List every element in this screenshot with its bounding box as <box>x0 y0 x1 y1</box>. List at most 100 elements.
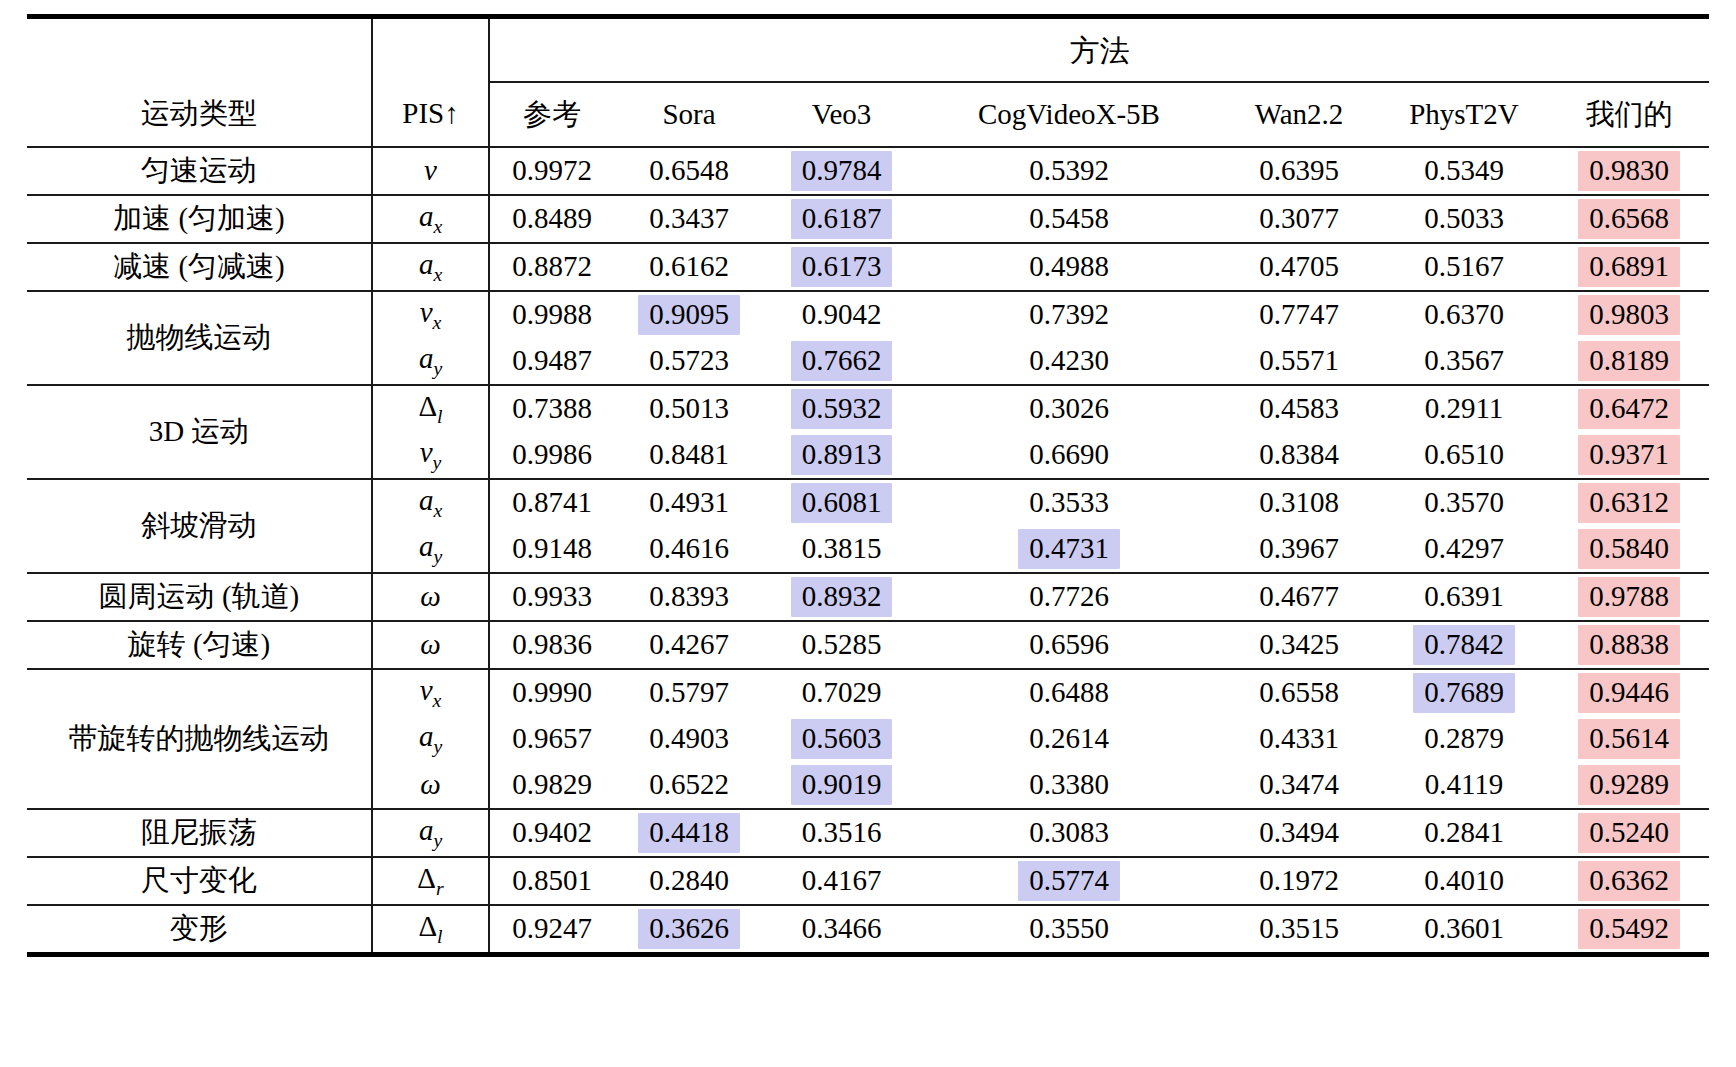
metric-value-cell: 0.6395 <box>1219 147 1379 195</box>
metric-subscript: x <box>433 215 442 237</box>
best-highlight: 0.8838 <box>1578 625 1680 665</box>
pis-metric-cell: ax <box>372 195 489 243</box>
pis-column-header: PIS↑ <box>372 82 489 147</box>
metric-value-cell: 0.6568 <box>1549 195 1709 243</box>
metric-value-cell: 0.7747 <box>1219 291 1379 338</box>
second-best-highlight: 0.6173 <box>791 247 893 287</box>
metric-value-cell: 0.8189 <box>1549 338 1709 385</box>
metric-symbol: Δ <box>418 910 437 942</box>
metric-value-cell: 0.8872 <box>489 243 614 291</box>
motion-type-group: 圆周运动 (轨道)ω0.99330.83930.89320.77260.4677… <box>27 573 1709 621</box>
metric-value-cell: 0.2879 <box>1379 716 1549 762</box>
motion-type-group: 旋转 (匀速)ω0.98360.42670.52850.65960.34250.… <box>27 621 1709 669</box>
pis-metric-cell: vy <box>372 432 489 479</box>
method-column-header-cogvideox: CogVideoX-5B <box>919 82 1219 147</box>
metric-value-cell: 0.4903 <box>614 716 764 762</box>
best-highlight: 0.9803 <box>1578 295 1680 335</box>
second-best-highlight: 0.6187 <box>791 199 893 239</box>
second-best-highlight: 0.5774 <box>1018 861 1120 901</box>
metric-value-cell: 0.6391 <box>1379 573 1549 621</box>
metric-symbol: ω <box>420 768 440 800</box>
table-row: 阻尼振荡ay0.94020.44180.35160.30830.34940.28… <box>27 809 1709 857</box>
motion-type-group: 减速 (匀减速)ax0.88720.61620.61730.49880.4705… <box>27 243 1709 291</box>
pis-metric-cell: ω <box>372 621 489 669</box>
metric-value-cell: 0.7662 <box>764 338 919 385</box>
metric-symbol: a <box>419 200 434 232</box>
metric-value-cell: 0.8838 <box>1549 621 1709 669</box>
metric-value-cell: 0.9803 <box>1549 291 1709 338</box>
metric-value-cell: 0.9042 <box>764 291 919 338</box>
metric-value-cell: 0.6558 <box>1219 669 1379 716</box>
second-best-highlight: 0.8913 <box>791 435 893 475</box>
metric-value-cell: 0.4731 <box>919 526 1219 573</box>
pis-metric-cell: ay <box>372 338 489 385</box>
metric-value-cell: 0.4230 <box>919 338 1219 385</box>
best-highlight: 0.6362 <box>1578 861 1680 901</box>
metric-value-cell: 0.5797 <box>614 669 764 716</box>
metric-value-cell: 0.7029 <box>764 669 919 716</box>
metric-value-cell: 0.8741 <box>489 479 614 526</box>
best-highlight: 0.9830 <box>1578 151 1680 191</box>
second-best-highlight: 0.5603 <box>791 719 893 759</box>
metric-value-cell: 0.3108 <box>1219 479 1379 526</box>
metric-value-cell: 0.6173 <box>764 243 919 291</box>
method-column-header-sora: Sora <box>614 82 764 147</box>
best-highlight: 0.9371 <box>1578 435 1680 475</box>
metric-subscript: x <box>433 499 442 521</box>
header-spacer-motion <box>27 17 372 83</box>
metric-value-cell: 0.9095 <box>614 291 764 338</box>
metric-value-cell: 0.3533 <box>919 479 1219 526</box>
methods-group-header: 方法 <box>489 17 1709 83</box>
motion-type-cell: 抛物线运动 <box>27 291 372 385</box>
second-best-highlight: 0.8932 <box>791 577 893 617</box>
motion-type-cell: 3D 运动 <box>27 385 372 479</box>
metric-value-cell: 0.8489 <box>489 195 614 243</box>
metric-value-cell: 0.5349 <box>1379 147 1549 195</box>
table-row: 匀速运动v0.99720.65480.97840.53920.63950.534… <box>27 147 1709 195</box>
second-best-highlight: 0.4418 <box>638 813 740 853</box>
second-best-highlight: 0.7689 <box>1413 673 1515 713</box>
motion-type-group: 变形Δl0.92470.36260.34660.35500.35150.3601… <box>27 905 1709 955</box>
pis-metric-cell: Δl <box>372 905 489 955</box>
pis-metric-cell: ω <box>372 573 489 621</box>
metric-value-cell: 0.7392 <box>919 291 1219 338</box>
second-best-highlight: 0.7662 <box>791 341 893 381</box>
metric-value-cell: 0.9446 <box>1549 669 1709 716</box>
best-highlight: 0.9289 <box>1578 765 1680 805</box>
metric-value-cell: 0.9830 <box>1549 147 1709 195</box>
metric-value-cell: 0.8384 <box>1219 432 1379 479</box>
metric-value-cell: 0.3474 <box>1219 762 1379 809</box>
metric-symbol: v <box>424 154 437 186</box>
table-row: 尺寸变化Δr0.85010.28400.41670.57740.19720.40… <box>27 857 1709 905</box>
metric-value-cell: 0.9972 <box>489 147 614 195</box>
metric-value-cell: 0.9402 <box>489 809 614 857</box>
metric-value-cell: 0.8393 <box>614 573 764 621</box>
pis-metric-cell: ay <box>372 716 489 762</box>
metric-value-cell: 0.6162 <box>614 243 764 291</box>
metric-value-cell: 0.9988 <box>489 291 614 338</box>
table-row: 加速 (匀加速)ax0.84890.34370.61870.54580.3077… <box>27 195 1709 243</box>
metric-value-cell: 0.1972 <box>1219 857 1379 905</box>
method-column-header-reference: 参考 <box>489 82 614 147</box>
metric-value-cell: 0.3515 <box>1219 905 1379 955</box>
metric-value-cell: 0.4167 <box>764 857 919 905</box>
motion-type-column-header: 运动类型 <box>27 82 372 147</box>
metric-value-cell: 0.6081 <box>764 479 919 526</box>
metric-value-cell: 0.8932 <box>764 573 919 621</box>
metric-value-cell: 0.8481 <box>614 432 764 479</box>
metric-value-cell: 0.3815 <box>764 526 919 573</box>
metric-value-cell: 0.2841 <box>1379 809 1549 857</box>
motion-type-cell: 匀速运动 <box>27 147 372 195</box>
best-highlight: 0.5840 <box>1578 529 1680 569</box>
results-table-container: 方法 运动类型 PIS↑ 参考 Sora Veo3 CogVideoX-5B W… <box>27 14 1709 957</box>
benchmark-results-table: 方法 运动类型 PIS↑ 参考 Sora Veo3 CogVideoX-5B W… <box>27 14 1709 957</box>
metric-value-cell: 0.9933 <box>489 573 614 621</box>
metric-subscript: l <box>437 925 442 947</box>
metric-value-cell: 0.7689 <box>1379 669 1549 716</box>
metric-value-cell: 0.6596 <box>919 621 1219 669</box>
metric-value-cell: 0.9784 <box>764 147 919 195</box>
metric-value-cell: 0.5723 <box>614 338 764 385</box>
pis-metric-cell: ax <box>372 243 489 291</box>
best-highlight: 0.5614 <box>1578 719 1680 759</box>
motion-type-cell: 尺寸变化 <box>27 857 372 905</box>
